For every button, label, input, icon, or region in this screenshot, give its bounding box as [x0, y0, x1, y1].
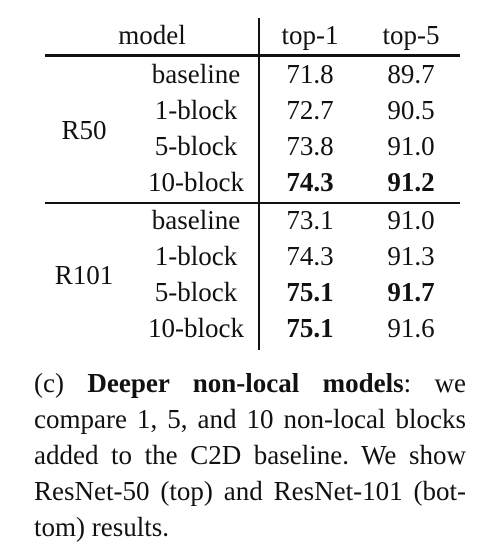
row-top1-best: 75.1	[286, 277, 334, 307]
row-variant: 10-block	[148, 313, 244, 343]
caption-line1-rest: : we	[403, 368, 466, 398]
header-top5: top-5	[382, 20, 440, 50]
caption-line: tom) results.	[34, 512, 169, 542]
row-top1-best: 75.1	[286, 313, 334, 343]
header-top1: top-1	[281, 20, 339, 50]
column-separator	[258, 18, 260, 350]
caption-line: ResNet-50 (top) and ResNet-101 (bot-	[34, 476, 466, 506]
group-rule	[45, 202, 460, 204]
row-top1-best: 74.3	[286, 167, 334, 197]
row-variant: 1-block	[154, 241, 238, 271]
row-top1: 74.3	[286, 241, 334, 271]
row-variant: 10-block	[148, 167, 244, 197]
row-variant: 5-block	[154, 131, 238, 161]
row-top5: 91.3	[387, 241, 435, 271]
row-top5: 89.7	[387, 59, 435, 89]
row-top5: 90.5	[387, 95, 435, 125]
row-variant: 5-block	[154, 277, 238, 307]
caption-prefix: (c)	[34, 368, 88, 398]
row-top5: 91.0	[387, 131, 435, 161]
caption-line: (c) Deeper non-local models: we	[34, 365, 466, 401]
row-variant: baseline	[151, 59, 241, 89]
row-top5: 91.0	[387, 205, 435, 235]
header-model: model	[118, 20, 186, 50]
row-top1: 72.7	[286, 95, 334, 125]
row-top5-best: 91.7	[387, 277, 435, 307]
group-label-r101: R101	[54, 260, 114, 290]
caption-title: Deeper non-local models	[87, 368, 404, 398]
caption-line: added to the C2D baseline. We show	[34, 440, 466, 470]
row-top5-best: 91.2	[387, 167, 435, 197]
group-label-r50: R50	[61, 115, 107, 145]
row-top1: 71.8	[286, 59, 334, 89]
row-top1: 73.8	[286, 131, 334, 161]
row-top1: 73.1	[286, 205, 334, 235]
table-caption: (c) Deeper non-local models: we compare …	[34, 365, 466, 545]
row-variant: baseline	[151, 205, 241, 235]
row-top5: 91.6	[387, 313, 435, 343]
row-variant: 1-block	[154, 95, 238, 125]
results-table: model top-1 top-5 R50 baseline 71.8 89.7…	[45, 18, 460, 350]
caption-line: compare 1, 5, and 10 non-local blocks	[34, 404, 466, 434]
header-rule	[45, 54, 460, 57]
